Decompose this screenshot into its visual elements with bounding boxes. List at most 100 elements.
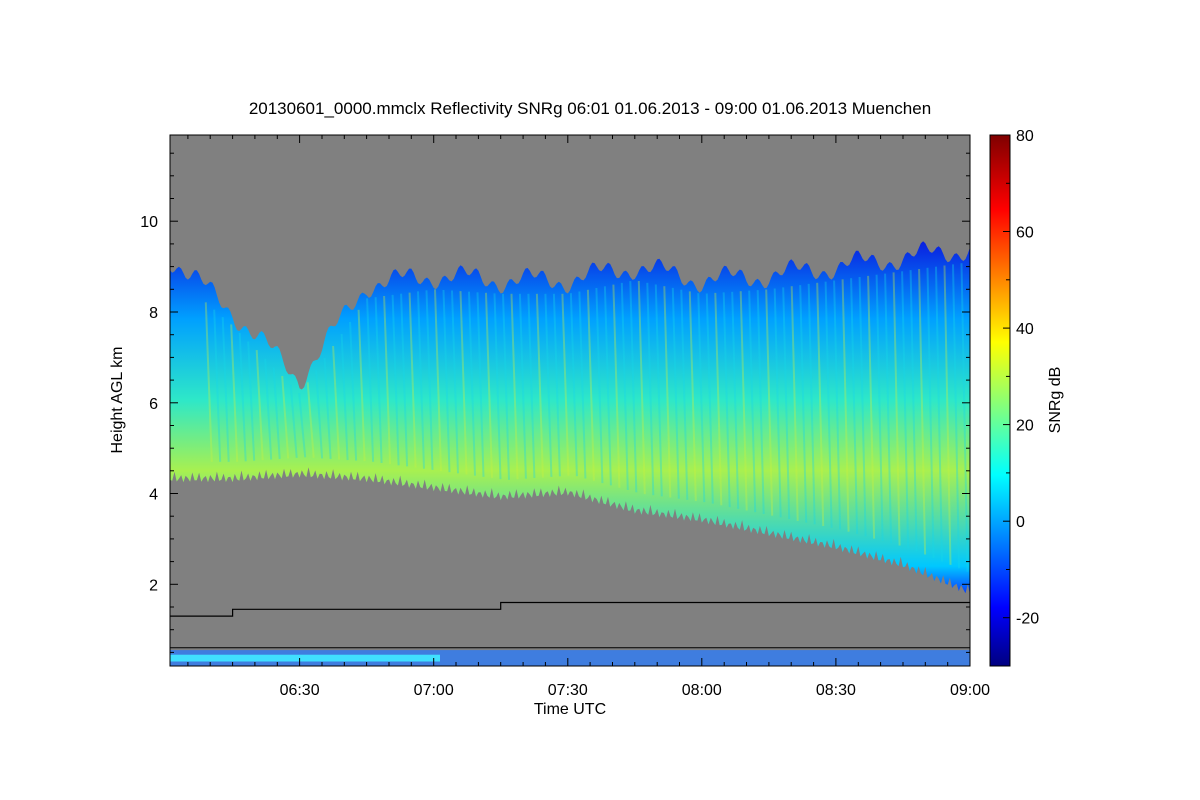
- fall-streak: [204, 302, 213, 462]
- y-axis: 2 4 6 8 10: [140, 152, 970, 653]
- plot-frame: [169, 134, 971, 667]
- fall-streak: [841, 279, 850, 532]
- y-tick-label: 10: [140, 214, 158, 231]
- fall-streak: [824, 281, 833, 528]
- fall-streak: [425, 290, 434, 470]
- fall-streak: [485, 292, 493, 478]
- x-axis-label: Time UTC: [534, 701, 606, 718]
- fall-streak: [306, 382, 315, 458]
- fall-streak: [374, 297, 383, 464]
- x-axis: 06:30 07:00 07:30 08:00 08:30 09:00: [187, 135, 990, 699]
- fall-streak: [476, 292, 485, 477]
- fall-streak: [535, 293, 544, 478]
- colorbar-tick-label: 20: [1016, 418, 1034, 435]
- fall-streak: [502, 293, 510, 480]
- fall-streak: [298, 393, 307, 458]
- fall-streak: [637, 280, 646, 495]
- fall-streak: [773, 288, 782, 518]
- fall-streak: [603, 286, 612, 486]
- y-axis-label: Height AGL km: [109, 346, 126, 453]
- fall-streak: [748, 290, 757, 513]
- colorbar-tick-label: 0: [1016, 514, 1025, 531]
- fall-streak: [756, 290, 765, 515]
- fall-streak: [332, 345, 341, 460]
- fall-streak: [612, 284, 621, 488]
- chart-title: 20130601_0000.mmclx Reflectivity SNRg 06…: [249, 99, 931, 118]
- fall-streak: [722, 292, 731, 508]
- boundary-layer-line: [170, 601, 970, 617]
- fall-streak: [366, 298, 375, 462]
- fall-streak: [323, 358, 332, 459]
- fall-streak: [858, 276, 867, 537]
- fall-streak: [680, 289, 689, 500]
- fall-streak: [561, 293, 570, 476]
- fall-streak: [383, 295, 392, 465]
- fall-streak: [739, 291, 748, 511]
- x-tick-label: 07:00: [414, 682, 454, 699]
- fall-streak: [451, 290, 459, 474]
- fall-streak: [315, 370, 324, 459]
- y-tick-label: 4: [149, 487, 158, 504]
- fall-streak: [264, 358, 273, 460]
- x-tick-label: 06:30: [280, 682, 320, 699]
- fall-streak: [935, 266, 943, 562]
- colorbar-tick-label: 80: [1016, 128, 1034, 145]
- fall-streak: [943, 265, 952, 565]
- fall-streak: [255, 350, 264, 461]
- fall-streak: [901, 271, 910, 548]
- fall-streak: [850, 278, 859, 535]
- fall-streak: [595, 287, 604, 484]
- fall-streak: [281, 375, 290, 459]
- fall-streak: [510, 293, 519, 480]
- fall-streak: [807, 283, 816, 525]
- cloud-echo-region: [170, 241, 970, 595]
- x-tick-label: 08:30: [816, 682, 856, 699]
- fall-streak: [552, 293, 561, 477]
- fall-streak: [909, 270, 918, 552]
- colorbar-axis: -20 0 20 40 60 80: [1003, 128, 1039, 667]
- colorbar-tick-label: -20: [1016, 611, 1039, 628]
- fall-streak: [833, 280, 842, 530]
- fall-streak: [714, 292, 723, 506]
- fall-streak: [952, 264, 960, 569]
- fall-streak: [221, 317, 230, 462]
- fall-streak: [247, 341, 256, 461]
- y-tick-label: 6: [149, 396, 158, 413]
- fall-streak: [960, 263, 969, 572]
- fall-streak: [765, 289, 774, 516]
- fall-streak: [349, 321, 358, 461]
- fall-streak: [620, 282, 629, 491]
- x-tick-label: 09:00: [950, 682, 990, 699]
- fall-streak: [518, 293, 527, 479]
- fall-streak: [629, 281, 638, 493]
- ground-clutter-patch: [170, 654, 440, 662]
- fall-streak: [400, 293, 409, 467]
- fall-streak: [230, 324, 239, 462]
- x-tick-label: 08:00: [682, 682, 722, 699]
- y-tick-label: 8: [149, 305, 158, 322]
- fall-streak: [731, 291, 740, 509]
- fall-streak: [697, 293, 706, 503]
- fall-streak: [417, 291, 425, 469]
- colorbar-tick-label: 40: [1016, 321, 1034, 338]
- fall-streak: [918, 268, 927, 555]
- fall-streak: [671, 287, 680, 499]
- fall-streak: [213, 309, 222, 462]
- fall-streak: [688, 291, 697, 502]
- fall-streak: [578, 291, 587, 479]
- colorbar-label: SNRg dB: [1047, 367, 1064, 434]
- fall-streak: [799, 285, 808, 523]
- plot-area: [170, 241, 970, 666]
- y-tick-label: 2: [149, 577, 158, 594]
- fall-streak: [892, 272, 901, 546]
- fall-streak: [459, 291, 468, 475]
- fall-streak: [391, 294, 400, 466]
- fall-streak: [926, 267, 935, 559]
- fall-streak: [586, 289, 595, 481]
- fall-streak: [884, 273, 893, 544]
- fall-streak: [272, 367, 281, 460]
- fall-streak: [705, 293, 714, 504]
- fall-streak: [790, 286, 799, 521]
- ground-clutter-band: [170, 650, 970, 666]
- x-tick-label: 07:30: [548, 682, 588, 699]
